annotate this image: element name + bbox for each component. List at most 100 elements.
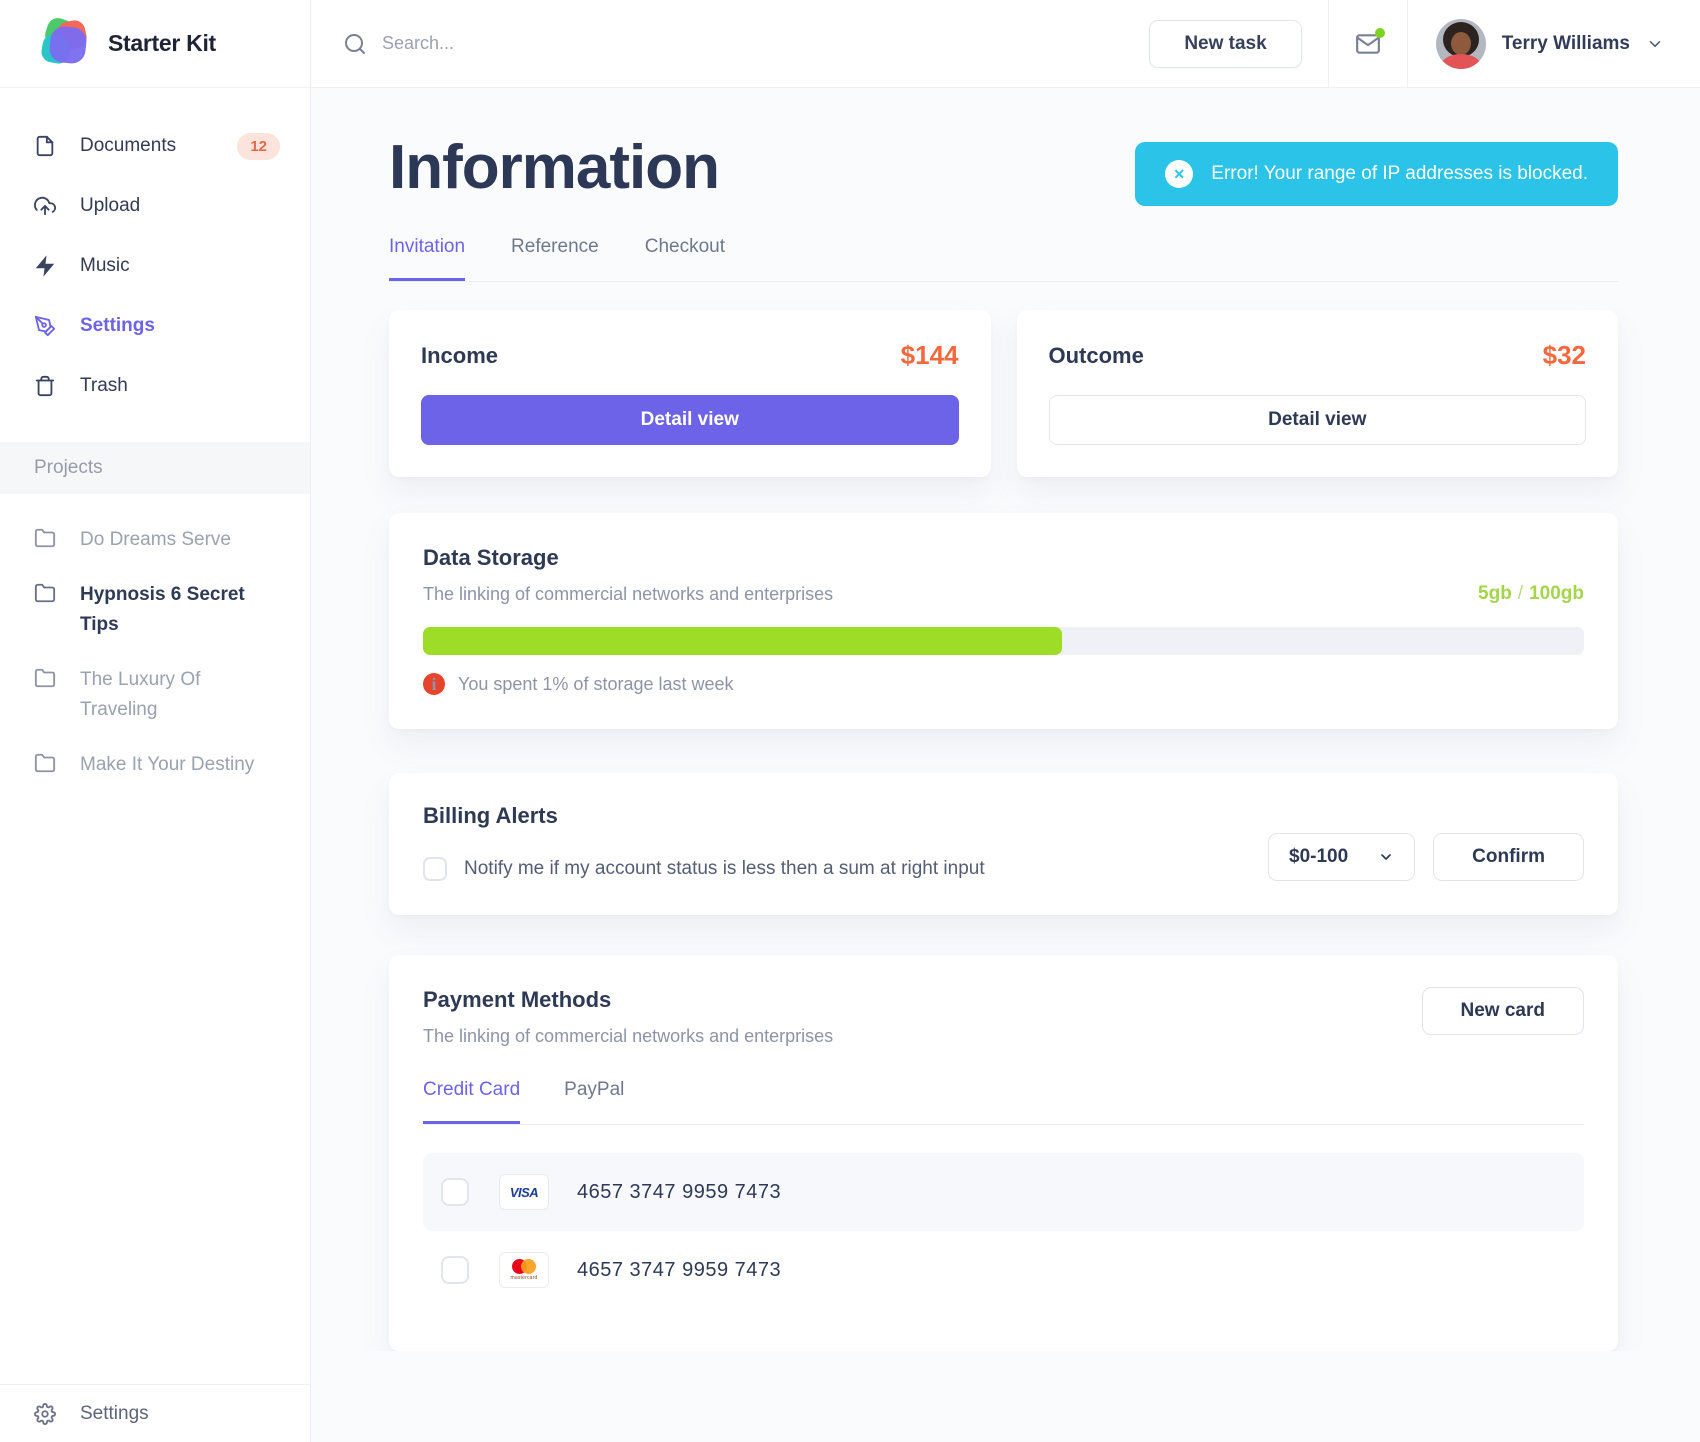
mastercard-logo: mastercard bbox=[499, 1252, 549, 1288]
project-label: The Luxury Of Traveling bbox=[80, 669, 201, 720]
sidebar-nav: Documents 12 Upload Music Settings Trash bbox=[0, 88, 310, 416]
billing-range-value: $0-100 bbox=[1289, 846, 1349, 867]
folder-icon bbox=[34, 528, 56, 548]
payment-tabs: Credit Card PayPal bbox=[423, 1079, 1584, 1125]
storage-subtitle: The linking of commercial networks and e… bbox=[423, 584, 834, 604]
project-item-hypnosis-6-secret-tips[interactable]: Hypnosis 6 Secret Tips bbox=[0, 567, 310, 652]
topbar: New task Terry Williams bbox=[311, 0, 1700, 88]
sidebar-item-label: Music bbox=[80, 255, 130, 276]
storage-title: Data Storage bbox=[423, 545, 559, 570]
user-menu[interactable]: Terry Williams bbox=[1408, 0, 1700, 87]
sidebar-item-music[interactable]: Music bbox=[0, 236, 310, 296]
project-label: Do Dreams Serve bbox=[80, 529, 231, 550]
page-title: Information bbox=[389, 133, 720, 202]
outcome-title: Outcome bbox=[1048, 342, 1144, 368]
sidebar-item-upload[interactable]: Upload bbox=[0, 176, 310, 236]
billing-notify-checkbox[interactable] bbox=[423, 857, 447, 881]
income-card: Income $144 Detail view bbox=[389, 310, 991, 477]
search-icon bbox=[345, 33, 365, 54]
document-icon bbox=[36, 135, 54, 157]
page-tabs: Invitation Reference Checkout bbox=[389, 236, 1618, 282]
storage-usage: 5gb/100gb bbox=[1478, 583, 1584, 605]
income-amount: $144 bbox=[900, 340, 959, 370]
data-storage-card: Data Storage The linking of commercial n… bbox=[389, 513, 1618, 729]
sidebar-item-label: Settings bbox=[80, 315, 155, 336]
projects-section-header: Projects bbox=[0, 442, 310, 494]
tab-paypal[interactable]: PayPal bbox=[564, 1079, 625, 1100]
storage-progress-track bbox=[423, 627, 1584, 655]
outcome-detail-button[interactable]: Detail view bbox=[1048, 395, 1586, 445]
search-bar bbox=[311, 0, 1149, 87]
trash-icon bbox=[35, 375, 55, 397]
error-toast-message: Error! Your range of IP addresses is blo… bbox=[1211, 163, 1588, 184]
card-row-visa: VISA 4657 3747 9959 7473 bbox=[423, 1153, 1584, 1231]
tab-reference[interactable]: Reference bbox=[511, 236, 599, 257]
sidebar-item-label: Upload bbox=[80, 195, 141, 216]
project-item-do-dreams-serve[interactable]: Do Dreams Serve bbox=[0, 512, 310, 567]
billing-alerts-card: Billing Alerts Notify me if my account s… bbox=[389, 773, 1618, 915]
billing-title: Billing Alerts bbox=[423, 803, 558, 828]
project-label: Make It Your Destiny bbox=[80, 754, 255, 776]
close-icon[interactable]: ✕ bbox=[1165, 160, 1194, 188]
card-number: 4657 3747 9959 7473 bbox=[577, 1258, 782, 1281]
project-item-make-it-your-destiny[interactable]: Make It Your Destiny bbox=[0, 737, 310, 792]
visa-logo: VISA bbox=[499, 1174, 549, 1210]
income-detail-button[interactable]: Detail view bbox=[421, 395, 959, 445]
payments-subtitle: The linking of commercial networks and e… bbox=[423, 1026, 834, 1046]
payments-title: Payment Methods bbox=[423, 987, 612, 1012]
user-name: Terry Williams bbox=[1501, 32, 1630, 54]
notification-dot bbox=[1374, 28, 1385, 38]
new-card-button[interactable]: New card bbox=[1421, 987, 1584, 1035]
gear-icon bbox=[34, 1402, 56, 1425]
info-icon: i bbox=[423, 673, 445, 695]
sidebar-item-label: Documents bbox=[80, 135, 177, 156]
app-name: Starter Kit bbox=[108, 30, 216, 56]
app-logo-row: Starter Kit bbox=[0, 0, 310, 88]
sidebar-item-settings[interactable]: Settings bbox=[0, 296, 310, 356]
topbar-divider bbox=[1327, 0, 1329, 87]
lightning-icon bbox=[35, 255, 55, 277]
folder-icon bbox=[34, 754, 56, 773]
main-content: Information ✕ Error! Your range of IP ad… bbox=[311, 88, 1700, 1351]
mastercard-card-checkbox[interactable] bbox=[441, 1256, 469, 1284]
sidebar-footer-settings[interactable]: Settings bbox=[0, 1384, 310, 1442]
error-toast: ✕ Error! Your range of IP addresses is b… bbox=[1135, 142, 1618, 206]
pen-icon bbox=[34, 315, 56, 337]
project-label: Hypnosis 6 Secret Tips bbox=[80, 584, 245, 635]
storage-note-text: You spent 1% of storage last week bbox=[458, 673, 734, 694]
folder-icon bbox=[34, 669, 56, 688]
billing-checkbox-label: Notify me if my account status is less t… bbox=[464, 858, 985, 879]
storage-progress-fill bbox=[423, 627, 1062, 655]
folder-icon bbox=[34, 584, 56, 603]
chevron-down-icon bbox=[1381, 854, 1392, 860]
tab-credit-card[interactable]: Credit Card bbox=[423, 1079, 521, 1124]
sidebar-footer-label: Settings bbox=[80, 1402, 149, 1424]
inbox-button[interactable] bbox=[1329, 0, 1407, 87]
storage-total: 100gb bbox=[1529, 583, 1584, 604]
sidebar-item-trash[interactable]: Trash bbox=[0, 356, 310, 416]
topbar-divider bbox=[1406, 0, 1408, 87]
storage-separator: / bbox=[1517, 583, 1524, 604]
search-input[interactable] bbox=[382, 33, 802, 54]
upload-cloud-icon bbox=[34, 196, 56, 216]
income-title: Income bbox=[421, 342, 499, 368]
new-task-button[interactable]: New task bbox=[1149, 19, 1302, 68]
billing-confirm-button[interactable]: Confirm bbox=[1433, 833, 1584, 881]
project-item-the-luxury-of-traveling[interactable]: The Luxury Of Traveling bbox=[0, 652, 310, 737]
tab-invitation[interactable]: Invitation bbox=[389, 236, 466, 281]
outcome-amount: $32 bbox=[1542, 340, 1586, 370]
outcome-card: Outcome $32 Detail view bbox=[1016, 310, 1618, 477]
mail-icon bbox=[1355, 33, 1380, 54]
avatar bbox=[1435, 18, 1486, 69]
card-row-mastercard: mastercard 4657 3747 9959 7473 bbox=[423, 1231, 1584, 1309]
tab-checkout[interactable]: Checkout bbox=[644, 236, 725, 257]
projects-list: Do Dreams Serve Hypnosis 6 Secret Tips T… bbox=[0, 494, 310, 793]
sidebar-item-documents[interactable]: Documents 12 bbox=[0, 116, 310, 176]
card-number: 4657 3747 9959 7473 bbox=[577, 1180, 782, 1203]
documents-count-badge: 12 bbox=[237, 132, 280, 160]
sidebar-item-label: Trash bbox=[80, 375, 128, 396]
chevron-down-icon bbox=[1649, 40, 1661, 47]
app-logo-icon bbox=[36, 14, 94, 73]
visa-card-checkbox[interactable] bbox=[441, 1178, 469, 1206]
billing-range-select[interactable]: $0-100 bbox=[1268, 833, 1416, 881]
